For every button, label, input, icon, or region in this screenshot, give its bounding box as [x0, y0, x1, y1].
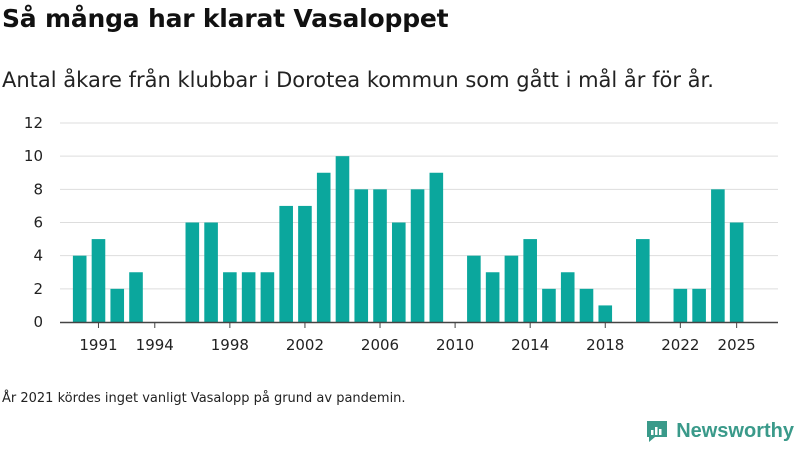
bar-2012 [485, 272, 500, 322]
bar-2023 [692, 288, 706, 322]
chart-subtitle: Antal åkare från klubbar i Dorotea kommu… [2, 68, 714, 92]
bar-1998 [223, 272, 237, 322]
bar-1992 [110, 288, 125, 322]
bar-2011 [467, 255, 481, 322]
chart-title: Så många har klarat Vasaloppet [2, 4, 449, 33]
axes: 0 2 4 6 8 10 12 1991 1994 1998 2002 2006 2010 2014 201… [24, 114, 778, 354]
x-tick-label: 1994 [136, 336, 174, 354]
y-tick-label: 2 [33, 280, 43, 298]
bar-1990 [72, 255, 87, 322]
bar-2002 [298, 205, 312, 322]
footnote: År 2021 kördes inget vanligt Vasalopp på… [2, 391, 406, 406]
x-tick-label: 2025 [718, 336, 756, 354]
bar-2005 [354, 189, 369, 322]
bar-1993 [129, 272, 143, 322]
bar-2009 [429, 172, 444, 322]
x-tick-label: 1991 [79, 336, 117, 354]
y-tick-label: 0 [33, 313, 43, 331]
bar-2016 [560, 272, 575, 322]
y-tick-label: 12 [24, 114, 43, 132]
bar-2013 [504, 255, 519, 322]
x-tick-label: 2022 [661, 336, 699, 354]
bar-1996 [185, 222, 200, 322]
x-tick-label: 2018 [586, 336, 624, 354]
bar-2025 [729, 222, 744, 322]
bar-2017 [579, 288, 594, 322]
bar-2020 [636, 239, 650, 322]
brand-name: Newsworthy [676, 419, 794, 442]
bar-1997 [204, 222, 218, 322]
bar-2007 [391, 222, 406, 322]
bar-2014 [523, 239, 537, 322]
bar-2008 [410, 189, 425, 322]
bar-2004 [335, 156, 350, 322]
x-tick-label: 2002 [286, 336, 324, 354]
x-tick-label: 2010 [436, 336, 474, 354]
y-tick-label: 10 [24, 147, 43, 165]
bar-1991 [91, 239, 106, 322]
y-tick-label: 4 [33, 247, 43, 265]
x-tick-label: 1998 [211, 336, 249, 354]
newsworthy-logo-icon [647, 421, 668, 442]
bar-2006 [373, 189, 387, 322]
bar-2018 [598, 305, 613, 322]
y-tick-label: 6 [33, 214, 43, 232]
bar-2000 [260, 272, 275, 322]
x-tick-label: 2006 [361, 336, 399, 354]
brand: Newsworthy [644, 418, 794, 444]
y-tick-label: 8 [33, 180, 43, 198]
bar-2022 [673, 288, 688, 322]
x-tick-label: 2014 [511, 336, 549, 354]
bar-2015 [542, 288, 556, 322]
bar-2024 [711, 189, 725, 322]
bar-2001 [279, 205, 293, 322]
bars [72, 156, 744, 322]
bar-2003 [316, 172, 331, 322]
bar-1999 [241, 272, 256, 322]
